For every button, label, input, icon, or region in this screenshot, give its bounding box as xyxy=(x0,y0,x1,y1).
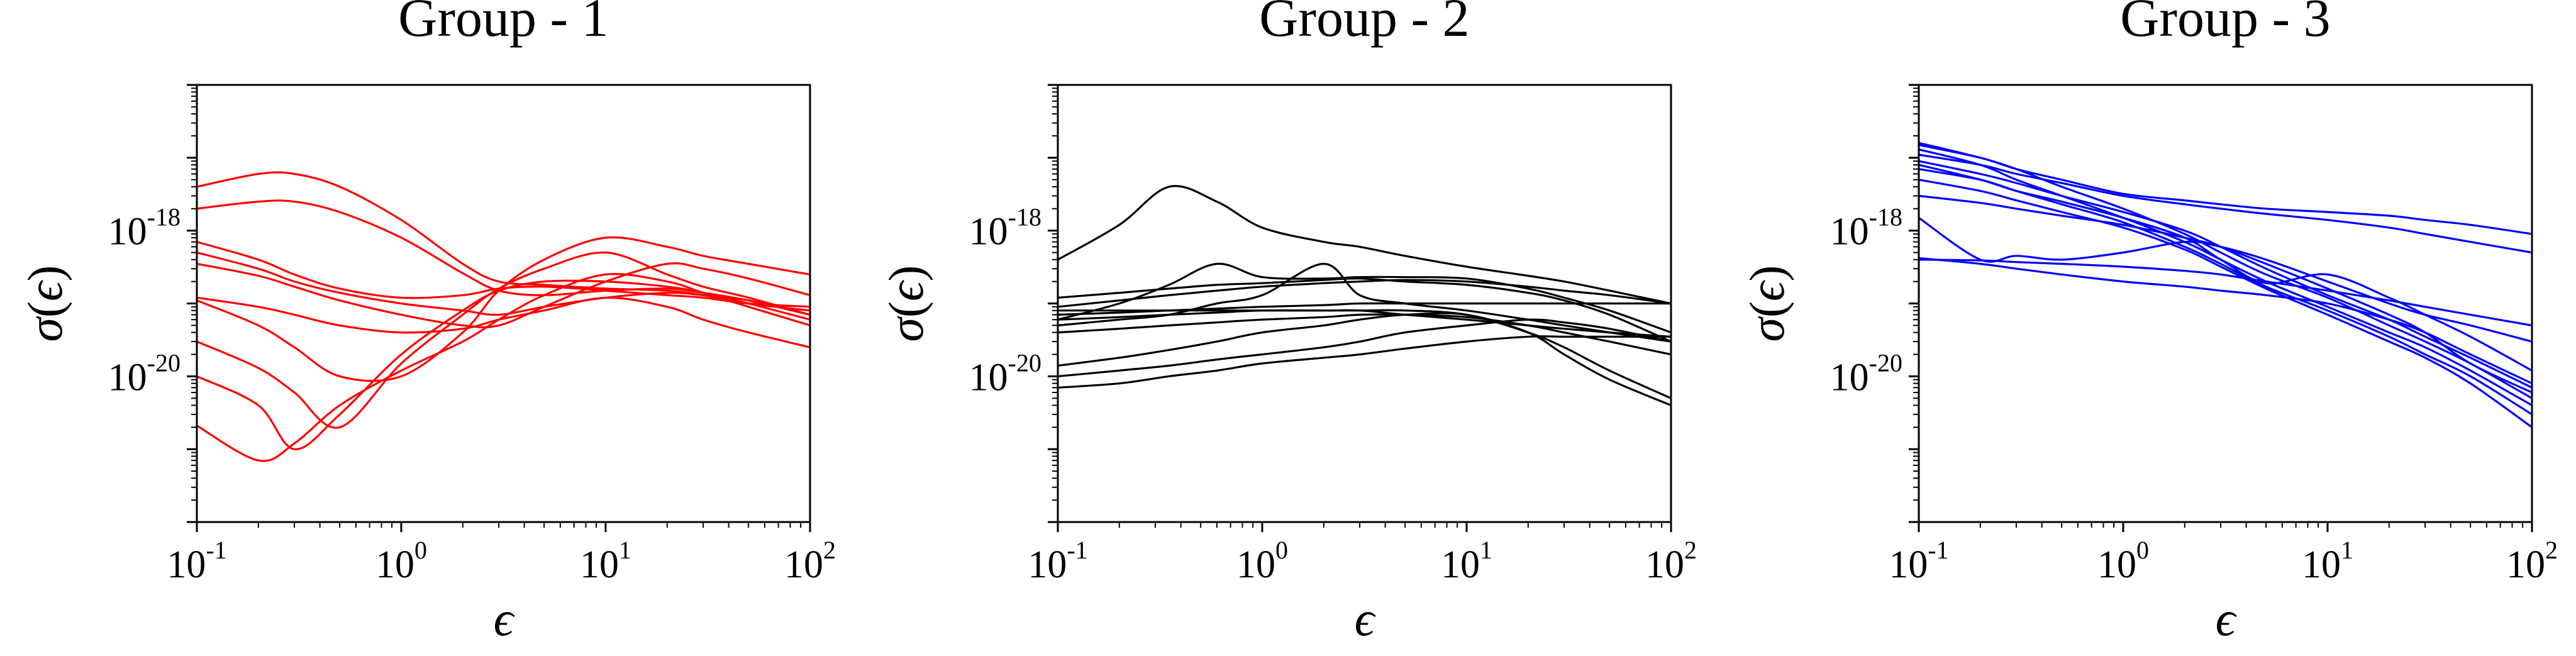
panel-3-y-tick-label: 10-20 xyxy=(1830,348,1902,399)
panel-2-x-axis-label: ϵ xyxy=(1355,591,1376,646)
panel-2-series-line-12 xyxy=(1058,313,1671,356)
panel-1-series-line-6 xyxy=(197,241,810,308)
panel-2-y-tick-label: 10-20 xyxy=(969,348,1041,399)
panel-1-series-line-1 xyxy=(197,273,810,462)
panel-3-series-line-8 xyxy=(1919,194,2532,394)
panel-2-series xyxy=(1058,185,1671,406)
panel-3-series-line-3 xyxy=(1919,142,2532,399)
panel-3-series-line-12 xyxy=(1919,164,2532,372)
panel-1-y-axis-label: σ(ϵ) xyxy=(18,265,72,342)
panel-3-y-axis-label: σ(ϵ) xyxy=(1740,265,1794,342)
panel-2-x-tick-label: 101 xyxy=(1441,536,1492,586)
panel-1-series-line-3 xyxy=(197,251,810,429)
panel-3-plot-frame xyxy=(1918,84,2533,523)
panel-3-x-tick-label: 100 xyxy=(2097,536,2149,586)
panel-1-series-line-9 xyxy=(197,236,810,382)
panel-1-series xyxy=(197,171,810,462)
panel-1-x-tick-label: 102 xyxy=(784,536,836,586)
panel-1-series-line-10 xyxy=(197,296,810,348)
panel-3-series-line-10 xyxy=(1919,259,2532,326)
panel-2-y-tick-label: 10-18 xyxy=(969,203,1041,253)
panel-3-series-line-2 xyxy=(1919,153,2532,254)
panel-1-series-line-8 xyxy=(197,262,810,328)
panel-2-x-tick-label: 102 xyxy=(1645,536,1697,586)
panel-2-series-line-1 xyxy=(1058,185,1671,305)
panel-2-series-line-4 xyxy=(1058,279,1671,308)
panel-3-title: Group - 3 xyxy=(2120,0,2330,48)
panel-3-x-tick-label: 101 xyxy=(2302,536,2353,586)
panel-3-series-line-4 xyxy=(1919,148,2532,406)
panel-2-series-line-2 xyxy=(1058,262,1671,334)
panel-2-x-tick-label: 10-1 xyxy=(1028,536,1087,586)
panel-3-x-axis-label: ϵ xyxy=(2216,591,2237,646)
panel-2-series-line-9 xyxy=(1058,318,1671,377)
panel-1-title: Group - 1 xyxy=(398,0,608,48)
panel-3-series-line-7 xyxy=(1919,179,2532,428)
panel-1-y-tick-label: 10-20 xyxy=(108,348,180,399)
panel-1-plot-frame xyxy=(196,84,811,523)
panel-1-x-tick-label: 10-1 xyxy=(167,536,226,586)
panel-group-3: Group - 3 10-1 100 101 102 10-20 10-18 ϵ σ(ϵ) xyxy=(1740,0,2558,646)
panel-3-x-tick-label: 10-1 xyxy=(1889,536,1948,586)
panel-3-x-tick-label: 102 xyxy=(2506,536,2558,586)
panel-2-x-tick-label: 100 xyxy=(1236,536,1288,586)
panel-2-series-line-3 xyxy=(1058,277,1671,343)
panel-1-y-tick-label: 10-18 xyxy=(108,203,180,253)
panel-1-x-tick-label: 100 xyxy=(375,536,427,586)
panel-3-series xyxy=(1919,142,2532,428)
panel-2-series-line-10 xyxy=(1058,335,1671,389)
panel-1-series-line-2 xyxy=(197,279,810,450)
panel-2-series-line-11 xyxy=(1058,312,1671,406)
panel-1-x-tick-label: 101 xyxy=(580,536,631,586)
panel-1-x-axis-label: ϵ xyxy=(494,591,515,646)
panel-1-series-line-7 xyxy=(197,251,810,316)
panel-3-series-line-11 xyxy=(1919,257,2532,385)
panel-group-1: Group - 1 10-1 100 101 102 10-20 10-18 ϵ σ(ϵ) xyxy=(18,0,836,646)
panel-2-y-axis-label: σ(ϵ) xyxy=(879,265,933,342)
panel-2-series-line-8 xyxy=(1058,309,1671,338)
panel-group-2: Group - 2 10-1 100 101 102 10-20 10-18 ϵ σ(ϵ) xyxy=(879,0,1697,646)
panel-3-y-tick-label: 10-18 xyxy=(1830,203,1902,253)
panel-2-title: Group - 2 xyxy=(1259,0,1469,48)
